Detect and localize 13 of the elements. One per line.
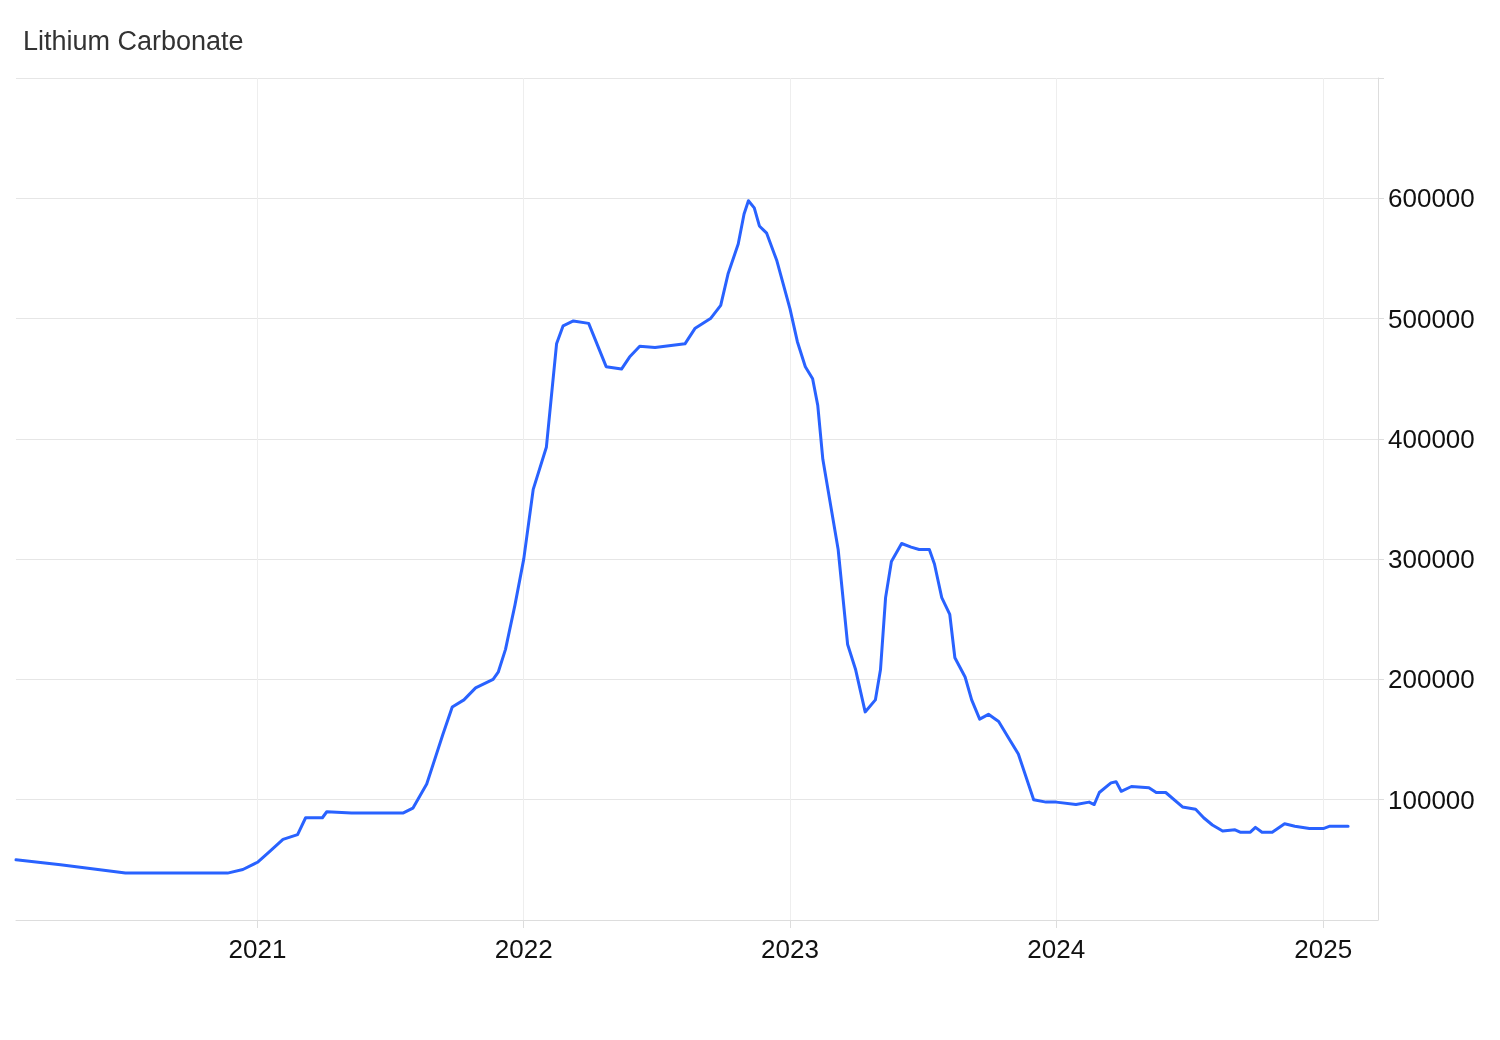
x-tick-label: 2022 [494, 934, 553, 964]
chart-title: Lithium Carbonate [23, 25, 244, 56]
x-tick-label: 2023 [761, 934, 819, 964]
line-series [14, 199, 1350, 875]
x-tick-label: 2021 [228, 934, 287, 964]
y-tick-label: 100000 [1388, 784, 1475, 815]
y-tick-label: 500000 [1388, 303, 1475, 334]
y-tick-label: 400000 [1388, 423, 1475, 454]
y-tick-label: 600000 [1388, 183, 1475, 214]
x-tick-label: 2024 [1027, 934, 1086, 964]
x-tick-label: 2025 [1294, 934, 1353, 964]
y-tick-label: 300000 [1388, 544, 1475, 575]
y-tick-label: 200000 [1388, 664, 1475, 695]
